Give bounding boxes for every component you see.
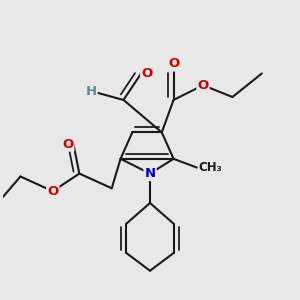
Text: O: O (141, 67, 152, 80)
Text: CH₃: CH₃ (199, 161, 222, 174)
Text: O: O (47, 185, 58, 198)
Text: H: H (85, 85, 97, 98)
Text: O: O (168, 58, 179, 70)
Text: O: O (62, 138, 74, 151)
Text: O: O (197, 79, 208, 92)
Text: N: N (144, 167, 156, 180)
